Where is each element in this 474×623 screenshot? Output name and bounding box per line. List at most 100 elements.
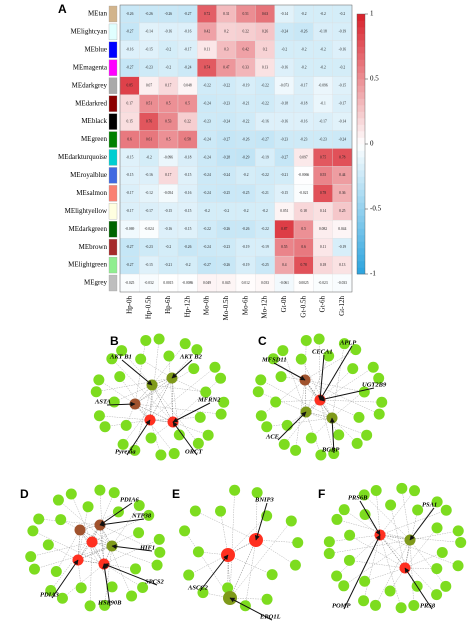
cell-value: -0.16	[281, 119, 289, 123]
cell-value: -0.23	[300, 137, 308, 141]
edge	[304, 379, 365, 393]
colorbar-step	[357, 248, 365, 255]
hub-node	[86, 536, 98, 548]
node	[194, 411, 206, 423]
cell-value: -0.2	[339, 66, 345, 70]
colorbar-step	[357, 111, 365, 119]
node	[229, 484, 241, 496]
cell-value: -0.27	[223, 137, 231, 141]
arrow	[319, 387, 375, 402]
colorbar-step	[357, 98, 365, 106]
cell-value: 0.6	[127, 137, 132, 141]
arrow	[99, 502, 133, 526]
row-label: MEsalmon	[76, 189, 107, 197]
node	[52, 494, 64, 506]
node	[409, 485, 421, 497]
cell-value: -0.21	[242, 101, 250, 105]
cell-value: -0.23	[145, 245, 153, 249]
edge	[363, 534, 381, 601]
cell-value: -0.26	[184, 245, 192, 249]
row-color	[108, 41, 118, 58]
arrow	[102, 563, 111, 607]
node	[173, 429, 185, 441]
edge	[255, 539, 296, 566]
colorbar-step	[357, 59, 365, 67]
node	[347, 363, 359, 375]
node	[192, 437, 204, 449]
node	[358, 489, 370, 501]
cell-value: -0.22	[261, 227, 269, 231]
edge	[258, 391, 307, 413]
cell-value: 0.048	[184, 84, 192, 88]
edge	[390, 504, 406, 569]
node	[155, 449, 167, 461]
arrow	[319, 345, 353, 401]
colorbar-tick-label: 1	[370, 10, 374, 18]
column-label: Hp-0h	[125, 296, 133, 314]
cell-value: -0.22	[261, 84, 269, 88]
cell-value: -0.23	[223, 245, 231, 249]
cell-value: 0.07	[146, 84, 152, 88]
colorbar-step	[357, 92, 365, 99]
gene-label: AKT B1	[109, 353, 132, 360]
colorbar-step	[357, 183, 365, 190]
arrow	[171, 359, 193, 379]
node	[344, 529, 356, 541]
edge	[99, 524, 132, 597]
cell-value: -0.0066	[298, 173, 309, 177]
cell-value: -0.073	[280, 84, 289, 88]
colorbar-step	[357, 150, 365, 158]
node	[50, 565, 62, 577]
edge	[404, 552, 443, 569]
cell-value: -0.24	[203, 101, 211, 105]
gene-label: PRS8	[420, 602, 436, 609]
node	[25, 551, 37, 563]
cell-value: 0.63	[262, 12, 268, 16]
edge	[319, 399, 334, 454]
panel-letter: C	[258, 334, 267, 348]
edge	[329, 539, 411, 554]
node	[133, 527, 145, 539]
cell-value: -0.2	[185, 263, 191, 267]
colorbar-step	[357, 40, 365, 47]
cell-value: -0.27	[126, 263, 134, 267]
cell-value: -0.19	[339, 30, 347, 34]
cell-value: -0.16	[165, 30, 173, 34]
row-color	[108, 256, 118, 274]
panel-letter: E	[172, 487, 180, 501]
cell-value: -0.18	[281, 101, 289, 105]
node	[350, 344, 362, 356]
node	[358, 595, 370, 607]
node	[106, 581, 118, 593]
node	[99, 599, 111, 611]
column-label: Gt-0.5h	[299, 296, 307, 318]
node	[114, 371, 126, 383]
node	[252, 386, 264, 398]
edge	[305, 411, 333, 419]
gene-label: PDIA3	[40, 591, 60, 598]
cell-value: 0.14	[320, 209, 326, 213]
cell-value: 0.78	[320, 191, 326, 195]
gene-label: NTP38	[131, 512, 152, 519]
edge	[149, 367, 216, 421]
node	[323, 548, 335, 560]
panel-letter: B	[110, 334, 119, 348]
colorbar-tick-label: 0.5	[370, 75, 379, 83]
node	[266, 569, 278, 581]
colorbar-step	[357, 170, 365, 177]
cell-value: -0.096	[164, 155, 173, 159]
node	[278, 438, 290, 450]
gene-label: PDIA6	[120, 496, 140, 503]
node	[289, 559, 301, 571]
cell-value: 0.044	[338, 227, 346, 231]
colorbar-step	[357, 131, 365, 138]
cell-value: -0.17	[184, 48, 192, 52]
gene-label: Pyrexia	[115, 448, 136, 455]
edge	[229, 520, 292, 599]
cell-value: -0.096	[318, 84, 327, 88]
cell-value: 0.045	[222, 281, 230, 285]
row-label: MEdarkred	[75, 99, 107, 107]
cell-value: -0.2	[320, 12, 326, 16]
edge	[119, 376, 151, 421]
